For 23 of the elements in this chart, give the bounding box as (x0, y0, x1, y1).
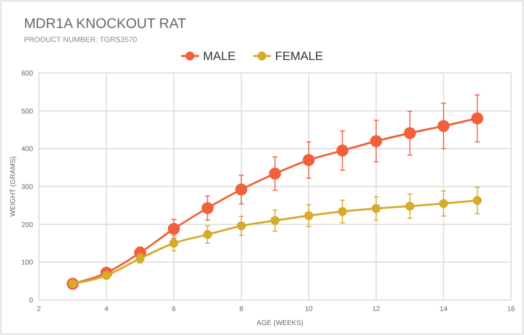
point (370, 135, 382, 148)
point (202, 202, 214, 214)
point (404, 127, 416, 140)
point (438, 120, 450, 132)
point (203, 230, 212, 240)
legend-label: FEMALE (275, 49, 324, 64)
point (336, 144, 348, 157)
legend-label: MALE (203, 49, 236, 64)
point (439, 199, 448, 208)
point (235, 184, 248, 196)
point (270, 216, 280, 226)
point (338, 206, 347, 216)
point (168, 222, 180, 235)
point (372, 204, 381, 213)
point (471, 112, 484, 124)
point (472, 196, 482, 205)
chart-title: MDR1A KNOCKOUT RAT (24, 15, 187, 31)
point (269, 168, 281, 180)
point (304, 211, 314, 220)
point (302, 154, 315, 166)
point (236, 221, 246, 230)
point (405, 202, 414, 211)
point (102, 270, 111, 280)
